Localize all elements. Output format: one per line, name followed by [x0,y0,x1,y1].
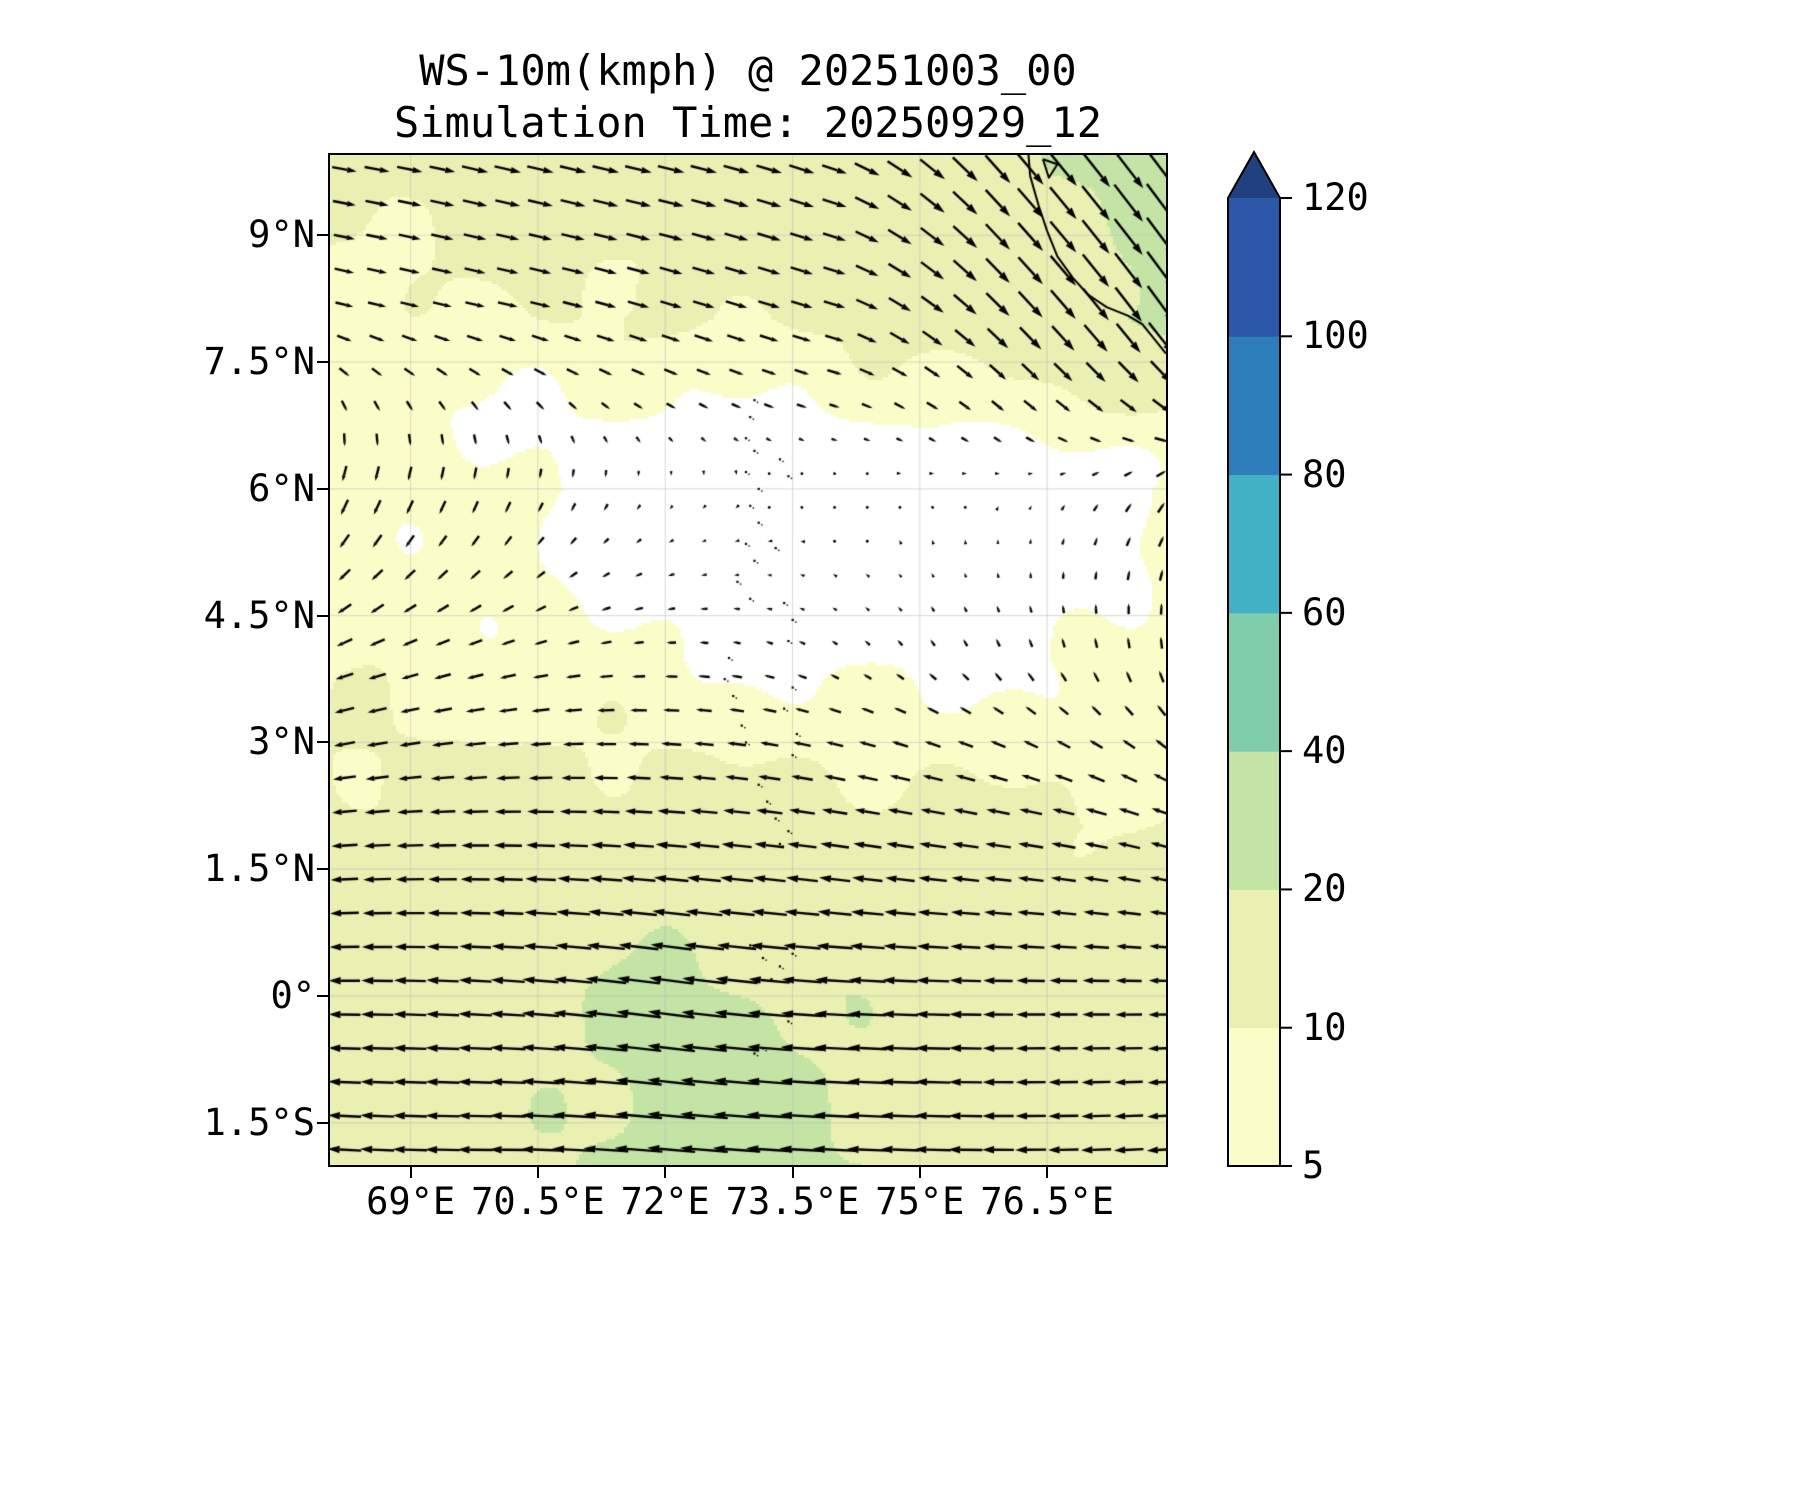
y-tick-label: 7.5°N [203,340,315,384]
colorbar-tick-label: 10 [1302,1005,1347,1049]
chart-subtitle-simulation-time: Simulation Time: 20250929_12 [393,98,1102,147]
y-axis-tick [317,614,328,617]
colorbar-tick-label: 5 [1302,1144,1325,1187]
y-tick-label: 3°N [248,720,315,764]
y-axis-tick [317,994,328,997]
x-axis-tick [536,1167,539,1178]
y-axis-tick [317,361,328,364]
x-tick-label: 69°E [366,1180,456,1223]
y-axis-tick [317,487,328,490]
colorbar-segment [1228,889,1280,1029]
x-tick-label: 72°E [620,1180,710,1223]
colorbar-extend-triangle [1228,152,1280,198]
colorbar-tick-label: 40 [1302,729,1347,773]
colorbar-tick-label: 60 [1302,590,1347,634]
x-axis-tick [791,1167,794,1178]
colorbar-segment [1228,612,1280,752]
colorbar-outline [1227,150,1281,1167]
x-axis-tick [1046,1167,1049,1178]
x-axis-tick [918,1167,921,1178]
y-tick-label: 9°N [248,213,315,257]
colorbar-tick-label: 100 [1302,314,1369,358]
y-axis-tick [317,868,328,871]
colorbar-tick-label: 120 [1302,176,1369,219]
chart-title: WS-10m(kmph) @ 20251003_00 [419,46,1077,95]
colorbar-segment [1228,751,1280,890]
colorbar-tick-label: 80 [1302,452,1347,496]
y-axis-tick [317,741,328,744]
y-tick-label: 1.5°S [203,1100,315,1144]
x-axis-tick [409,1167,412,1178]
x-tick-label: 75°E [875,1180,965,1223]
x-axis-tick [664,1167,667,1178]
y-tick-label: 1.5°N [203,847,315,891]
wind-map-canvas [330,155,1166,1165]
x-tick-label: 70.5°E [471,1180,605,1223]
y-tick-label: 6°N [248,466,315,510]
colorbar-segment [1228,474,1280,614]
x-tick-label: 73.5°E [725,1180,860,1223]
y-axis-tick [317,1121,328,1124]
colorbar [1227,150,1292,1167]
colorbar-segment [1228,1027,1280,1167]
y-axis-tick [317,234,328,237]
x-tick-label: 76.5°E [980,1180,1114,1223]
y-tick-label: 0° [270,973,315,1017]
colorbar-segment [1228,198,1280,337]
y-tick-label: 4.5°N [203,593,315,637]
colorbar-tick-label: 20 [1302,867,1347,911]
map-plot-frame [328,153,1168,1167]
colorbar-segment [1228,336,1280,476]
